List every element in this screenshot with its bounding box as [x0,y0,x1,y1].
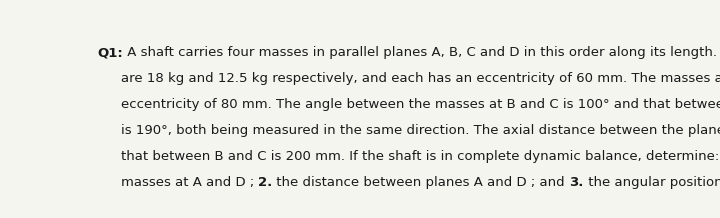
Text: the angular position of the mass at D.: the angular position of the mass at D. [584,176,720,189]
Text: the distance between planes A and D ; and: the distance between planes A and D ; an… [272,176,570,189]
Text: 2.: 2. [258,176,272,189]
Text: 3.: 3. [570,176,584,189]
Text: eccentricity of 80 mm. The angle between the masses at B and C is 100° and that : eccentricity of 80 mm. The angle between… [121,98,720,111]
Text: is 190°, both being measured in the same direction. The axial distance between t: is 190°, both being measured in the same… [121,124,720,137]
Text: Q1:: Q1: [97,46,123,59]
Text: masses at A and D ;: masses at A and D ; [121,176,258,189]
Text: A shaft carries four masses in parallel planes A, B, C and D in this order along: A shaft carries four masses in parallel … [123,46,720,59]
Text: that between B and C is 200 mm. If the shaft is in complete dynamic balance, det: that between B and C is 200 mm. If the s… [121,150,720,163]
Text: are 18 kg and 12.5 kg respectively, and each has an eccentricity of 60 mm. The m: are 18 kg and 12.5 kg respectively, and … [121,72,720,85]
Text: that between B and C is 200 mm. If the shaft is in complete dynamic balance, det: that between B and C is 200 mm. If the s… [0,217,1,218]
